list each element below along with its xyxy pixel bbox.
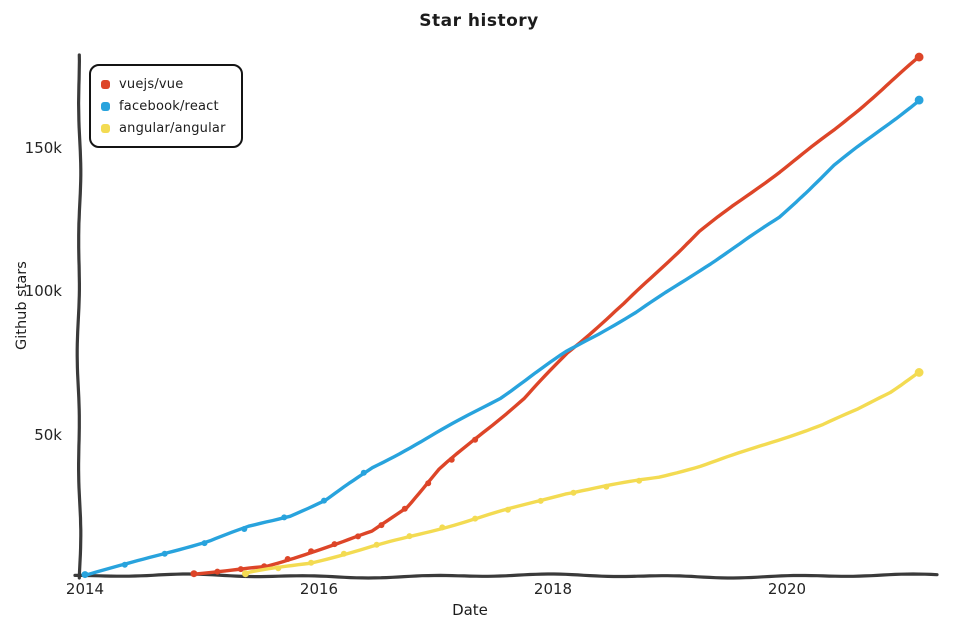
- data-point-marker: [504, 506, 511, 513]
- legend-item-facebook-react: facebook/react: [101, 95, 226, 117]
- data-point-marker: [472, 436, 479, 443]
- data-point-marker: [603, 483, 610, 490]
- data-point-marker: [121, 561, 128, 568]
- y-axis-line: [75, 53, 83, 580]
- series-start-dot: [241, 570, 249, 578]
- legend-label: facebook/react: [119, 98, 219, 114]
- data-point-marker: [281, 514, 288, 521]
- data-point-marker: [537, 497, 544, 504]
- series-end-dot: [914, 52, 924, 62]
- data-point-marker: [308, 548, 315, 555]
- series-swatch-icon: [101, 123, 110, 133]
- data-point-marker: [161, 550, 168, 557]
- y-tick-100k: 100k: [24, 282, 62, 300]
- data-point-marker: [373, 541, 380, 548]
- legend-label: vuejs/vue: [119, 76, 184, 92]
- data-point-marker: [472, 515, 479, 522]
- data-point-marker: [321, 497, 327, 504]
- series-start-dot: [81, 571, 89, 579]
- legend-item-angular-angular: angular/angular: [101, 117, 226, 139]
- data-point-marker: [360, 469, 367, 476]
- series-start-dot: [190, 570, 198, 578]
- data-point-marker: [439, 524, 446, 531]
- x-axis-line: [73, 572, 939, 580]
- x-tick-2016: 2016: [299, 580, 339, 598]
- data-point-marker: [308, 559, 315, 566]
- data-point-marker: [378, 522, 385, 529]
- x-axis-label: Date: [452, 601, 488, 619]
- x-tick-2014: 2014: [65, 580, 105, 598]
- series-end-dot: [914, 95, 924, 105]
- chart-title: Star history: [419, 11, 539, 31]
- data-point-marker: [201, 540, 208, 547]
- data-point-marker: [636, 477, 643, 484]
- series-swatch-icon: [101, 101, 110, 111]
- data-point-marker: [401, 505, 408, 512]
- data-point-marker: [425, 480, 432, 487]
- data-point-marker: [406, 533, 413, 540]
- data-point-marker: [237, 566, 244, 573]
- y-tick-50k: 50k: [34, 426, 62, 444]
- data-point-marker: [355, 533, 361, 540]
- series-end-dot: [914, 368, 924, 377]
- data-point-marker: [570, 489, 577, 496]
- series-swatch-icon: [101, 79, 110, 89]
- data-point-marker: [275, 565, 282, 572]
- data-point-marker: [214, 568, 221, 575]
- data-point-marker: [331, 541, 338, 548]
- x-tick-2020: 2020: [767, 580, 807, 598]
- legend-label: angular/angular: [119, 120, 226, 136]
- x-tick-2018: 2018: [533, 580, 573, 598]
- legend: vuejs/vue facebook/react angular/angular: [89, 64, 243, 148]
- data-point-marker: [241, 526, 248, 532]
- data-point-marker: [340, 550, 347, 557]
- legend-item-vuejs-vue: vuejs/vue: [101, 73, 226, 95]
- data-point-marker: [284, 556, 291, 562]
- series-line-angular-angular: [243, 370, 921, 575]
- series-line-facebook-react: [83, 98, 922, 577]
- data-point-marker: [448, 456, 455, 463]
- y-axis-label: Github stars: [14, 261, 30, 350]
- y-tick-150k: 150k: [24, 139, 62, 157]
